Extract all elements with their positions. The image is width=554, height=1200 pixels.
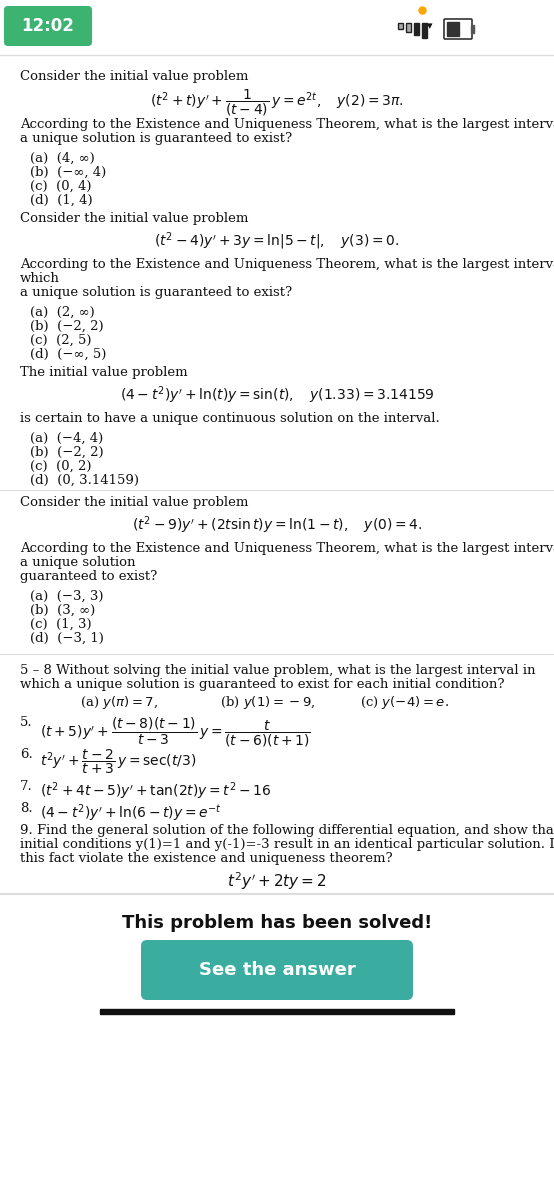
Text: 7.: 7. — [20, 780, 33, 793]
Text: (c) $y(-4) = e$.: (c) $y(-4) = e$. — [360, 694, 449, 710]
Text: (a)  (2, ∞): (a) (2, ∞) — [30, 306, 95, 319]
Text: Consider the initial value problem: Consider the initial value problem — [20, 496, 248, 509]
Bar — [406, 23, 411, 32]
FancyBboxPatch shape — [4, 6, 92, 46]
Text: 8.: 8. — [20, 802, 33, 815]
Text: is certain to have a unique continuous solution on the interval.: is certain to have a unique continuous s… — [20, 412, 440, 425]
Text: which: which — [20, 272, 60, 284]
Text: initial conditions y(1)=1 and y(-1)=-3 result in an identical particular solutio: initial conditions y(1)=1 and y(-1)=-3 r… — [20, 838, 554, 851]
Bar — [398, 23, 403, 29]
Text: Consider the initial value problem: Consider the initial value problem — [20, 70, 248, 83]
Text: (a)  (4, ∞): (a) (4, ∞) — [30, 152, 95, 164]
Text: (a)  (−3, 3): (a) (−3, 3) — [30, 590, 104, 602]
Text: (d)  (1, 4): (d) (1, 4) — [30, 194, 93, 206]
Text: (a)  (−4, 4): (a) (−4, 4) — [30, 432, 103, 445]
Text: $(4 - t^2)y' + \ln(6 - t)y = e^{-t}$: $(4 - t^2)y' + \ln(6 - t)y = e^{-t}$ — [40, 802, 222, 823]
Text: See the answer: See the answer — [199, 961, 355, 979]
Bar — [422, 23, 427, 38]
Text: $(t^2 + 4t - 5)y' + \tan(2t)y = t^2 - 16$: $(t^2 + 4t - 5)y' + \tan(2t)y = t^2 - 16… — [40, 780, 271, 802]
Text: 9. Find the general solution of the following differential equation, and show th: 9. Find the general solution of the foll… — [20, 824, 554, 838]
Text: ▾: ▾ — [427, 20, 433, 31]
Text: (a) $y(\pi) = 7$,: (a) $y(\pi) = 7$, — [80, 694, 158, 710]
Text: (b)  (3, ∞): (b) (3, ∞) — [30, 604, 95, 617]
Text: $(t^2 + t)y' + \dfrac{1}{(t-4)}\,y = e^{2t},\quad y(2) = 3\pi.$: $(t^2 + t)y' + \dfrac{1}{(t-4)}\,y = e^{… — [150, 88, 404, 119]
Text: $t^2y' + 2ty = 2$: $t^2y' + 2ty = 2$ — [227, 870, 327, 892]
Text: The initial value problem: The initial value problem — [20, 366, 188, 379]
Bar — [414, 23, 419, 35]
Text: 12:02: 12:02 — [22, 17, 74, 35]
Text: guaranteed to exist?: guaranteed to exist? — [20, 570, 157, 583]
Text: Consider the initial value problem: Consider the initial value problem — [20, 212, 248, 226]
Text: (b)  (−2, 2): (b) (−2, 2) — [30, 446, 104, 458]
Text: (c)  (1, 3): (c) (1, 3) — [30, 618, 91, 631]
Text: (d)  (−∞, 5): (d) (−∞, 5) — [30, 348, 106, 361]
Text: (c)  (0, 2): (c) (0, 2) — [30, 460, 91, 473]
FancyBboxPatch shape — [141, 940, 413, 1000]
Text: $(4 - t^2)y' + \ln(t)y = \sin(t),\quad y(1.33) = 3.14159$: $(4 - t^2)y' + \ln(t)y = \sin(t),\quad y… — [120, 384, 434, 406]
Text: (b) $y(1) = -9$,: (b) $y(1) = -9$, — [220, 694, 315, 710]
Bar — [447, 22, 459, 36]
Text: This problem has been solved!: This problem has been solved! — [122, 914, 432, 932]
Text: According to the Existence and Uniqueness Theorem, what is the largest interval: According to the Existence and Uniquenes… — [20, 258, 554, 271]
Bar — [100, 1009, 454, 1014]
Text: (d)  (0, 3.14159): (d) (0, 3.14159) — [30, 474, 139, 487]
Text: $(t^2 - 4)y' + 3y = \ln|5 - t|,\quad y(3) = 0.$: $(t^2 - 4)y' + 3y = \ln|5 - t|,\quad y(3… — [155, 230, 399, 252]
Text: (b)  (−2, 2): (b) (−2, 2) — [30, 320, 104, 332]
Text: According to the Existence and Uniqueness Theorem, what is the largest interval : According to the Existence and Uniquenes… — [20, 542, 554, 554]
Text: 6.: 6. — [20, 748, 33, 761]
Text: $t^2y' + \dfrac{t-2}{t+3}\,y = \sec(t/3)$: $t^2y' + \dfrac{t-2}{t+3}\,y = \sec(t/3)… — [40, 748, 196, 776]
Text: (c)  (0, 4): (c) (0, 4) — [30, 180, 91, 193]
Text: (d)  (−3, 1): (d) (−3, 1) — [30, 632, 104, 646]
Text: a unique solution is guaranteed to exist?: a unique solution is guaranteed to exist… — [20, 132, 292, 145]
Text: a unique solution is guaranteed to exist?: a unique solution is guaranteed to exist… — [20, 286, 292, 299]
Text: (c)  (2, 5): (c) (2, 5) — [30, 334, 91, 347]
FancyBboxPatch shape — [444, 19, 472, 38]
Text: which a unique solution is guaranteed to exist for each initial condition?: which a unique solution is guaranteed to… — [20, 678, 505, 691]
Text: 5 – 8 Without solving the initial value problem, what is the largest interval in: 5 – 8 Without solving the initial value … — [20, 664, 536, 677]
Text: this fact violate the existence and uniqueness theorem?: this fact violate the existence and uniq… — [20, 852, 393, 865]
Text: $(t + 5)y' + \dfrac{(t-8)(t-1)}{t-3}\,y = \dfrac{t}{(t-6)(t+1)}$: $(t + 5)y' + \dfrac{(t-8)(t-1)}{t-3}\,y … — [40, 716, 311, 749]
Bar — [471, 25, 474, 32]
Text: $(t^2 - 9)y' + (2t\sin t)y = \ln(1-t),\quad y(0) = 4.$: $(t^2 - 9)y' + (2t\sin t)y = \ln(1-t),\q… — [132, 514, 422, 535]
Text: (b)  (−∞, 4): (b) (−∞, 4) — [30, 166, 106, 179]
Text: 5.: 5. — [20, 716, 33, 728]
Text: According to the Existence and Uniqueness Theorem, what is the largest interval : According to the Existence and Uniquenes… — [20, 118, 554, 131]
Text: a unique solution: a unique solution — [20, 556, 136, 569]
